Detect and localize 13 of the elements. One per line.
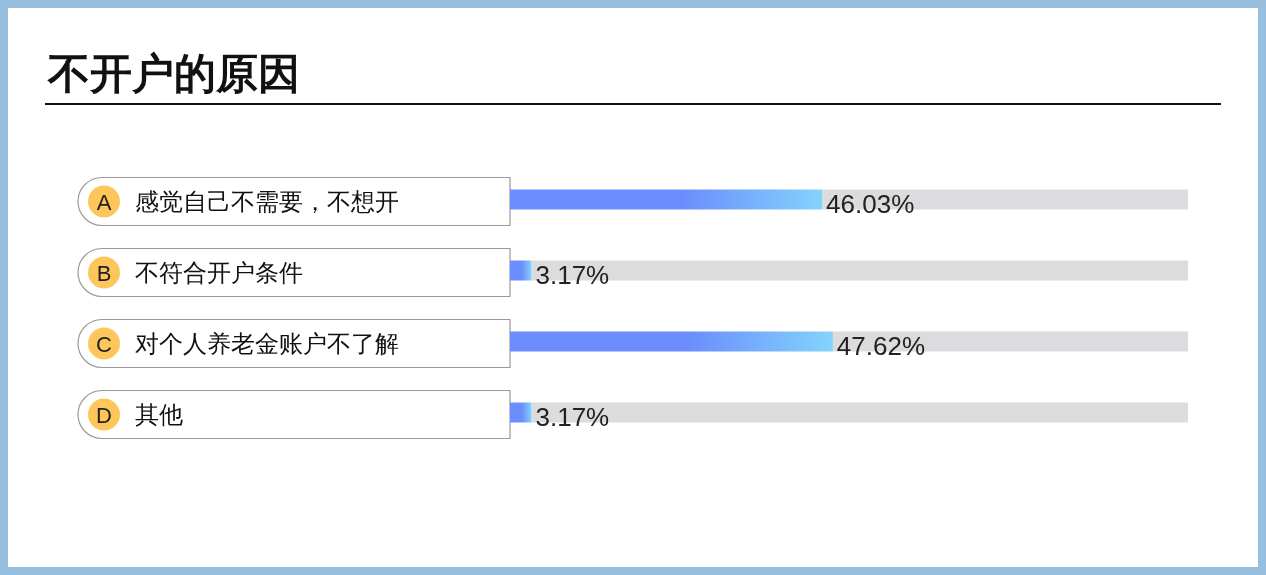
title: 不开户的原因 bbox=[48, 50, 300, 97]
annotation: B bbox=[96, 261, 112, 286]
category: 其他 bbox=[135, 401, 183, 428]
value-label: 46.03% bbox=[826, 188, 915, 219]
value-label: 3.17% bbox=[535, 259, 610, 290]
annotation: D bbox=[96, 403, 112, 428]
annotation: C bbox=[96, 332, 112, 357]
value-label: 47.62% bbox=[836, 330, 926, 361]
category: 对个人养老金账户不了解 bbox=[135, 330, 399, 357]
category: 感觉自己不需要，不想开 bbox=[135, 188, 399, 215]
category: 不符合开户条件 bbox=[135, 259, 303, 286]
value-label: 3.17% bbox=[535, 401, 610, 432]
annotation: A bbox=[96, 190, 112, 215]
